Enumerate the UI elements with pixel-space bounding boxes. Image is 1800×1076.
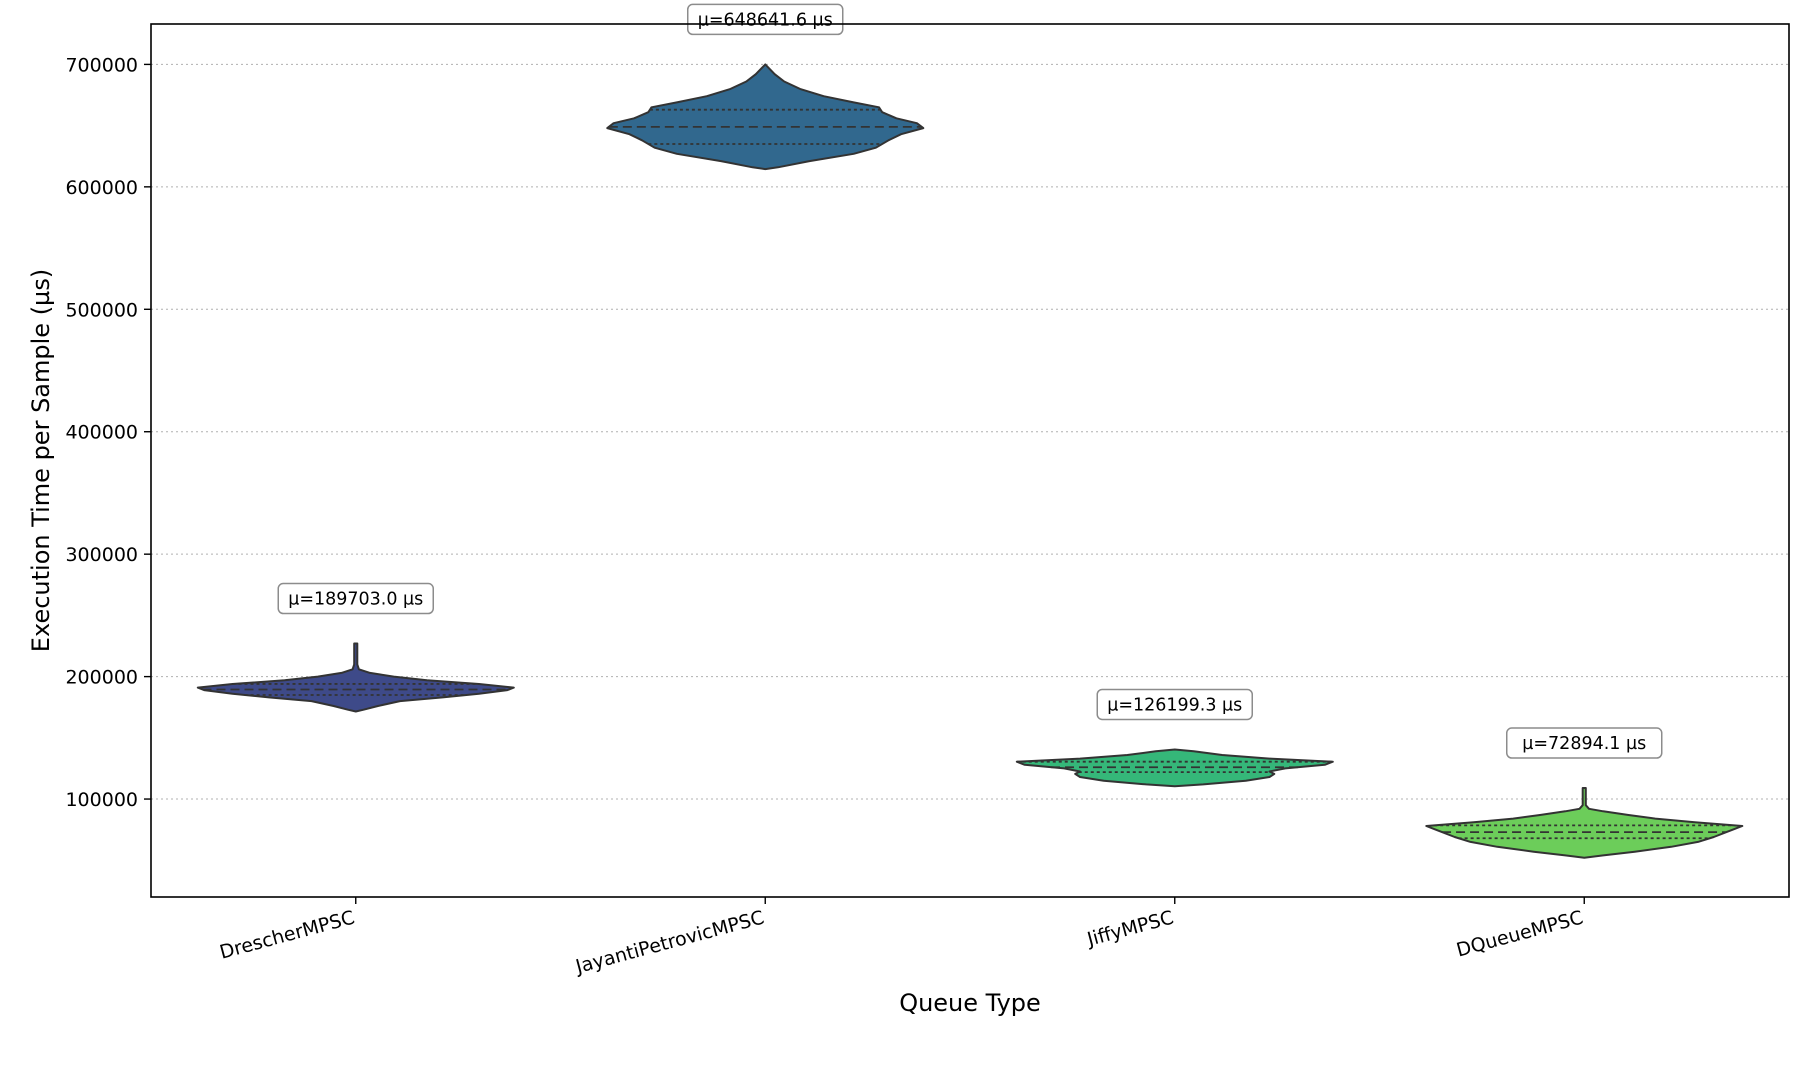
y-tick-label: 300000 xyxy=(65,544,138,566)
mean-annotation: µ=126199.3 µs xyxy=(1096,688,1253,721)
mean-annotation: µ=648641.6 µs xyxy=(687,3,844,36)
x-axis-label: Queue Type xyxy=(899,989,1041,1017)
violin-body xyxy=(606,63,925,171)
annotation-box xyxy=(1096,688,1253,721)
mean-label: µ=189703.0 µs xyxy=(288,590,423,610)
x-tick-label: DrescherMPSC xyxy=(217,907,357,964)
grid-lines xyxy=(151,63,1789,800)
mean-label: µ=648641.6 µs xyxy=(698,10,833,30)
mean-annotations: µ=189703.0 µs µ=648641.6 µs µ=126199.3 µs µ… xyxy=(277,3,1663,759)
x-tick-label: DQueueMPSC xyxy=(1454,907,1585,962)
x-tick-label: JiffyMPSC xyxy=(1084,907,1176,951)
violin-body xyxy=(1015,748,1334,788)
mean-label: µ=126199.3 µs xyxy=(1107,695,1242,715)
violins xyxy=(196,63,1744,859)
y-tick-label: 100000 xyxy=(65,789,138,811)
y-tick-label: 400000 xyxy=(65,422,138,444)
annotation-box xyxy=(687,3,844,36)
annotation-box xyxy=(277,582,434,615)
violin-body xyxy=(1425,787,1744,859)
y-tick-label: 700000 xyxy=(65,54,138,76)
plot-frame xyxy=(150,23,1790,898)
violin-body xyxy=(196,642,515,713)
y-tick-label: 600000 xyxy=(65,177,138,199)
x-tick-label: JayantiPetrovicMPSC xyxy=(572,907,766,979)
annotation-box xyxy=(1506,727,1663,759)
y-axis-ticks: 100000 200000 300000 400000 500000 600000 7000… xyxy=(65,54,151,811)
mean-label: µ=72894.1 µs xyxy=(1522,734,1646,754)
y-tick-label: 200000 xyxy=(65,667,138,689)
x-axis-ticks: DrescherMPSC JayantiPetrovicMPSC JiffyMPSC… xyxy=(217,897,1586,979)
mean-annotation: µ=72894.1 µs xyxy=(1506,727,1663,759)
y-axis-label: Execution Time per Sample (µs) xyxy=(27,269,55,652)
y-tick-label: 500000 xyxy=(65,299,138,321)
mean-annotation: µ=189703.0 µs xyxy=(277,582,434,615)
